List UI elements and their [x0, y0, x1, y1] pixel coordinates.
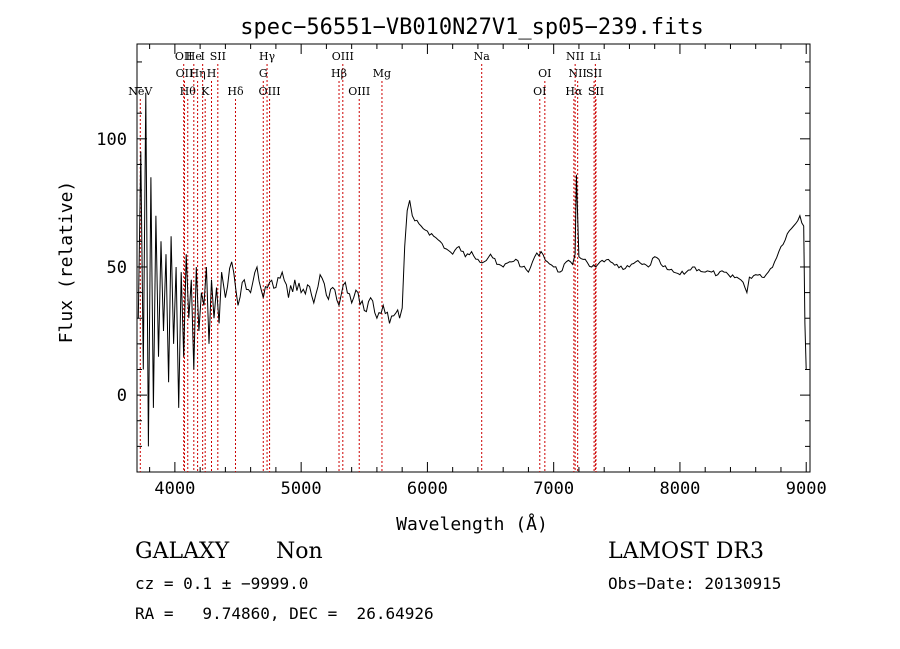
redshift-readout: cz = 0.1 ± −9999.0 — [135, 574, 309, 593]
line-marker-label: He — [186, 50, 202, 63]
line-marker-label: Hα — [565, 85, 583, 98]
object-class: GALAXY — [135, 539, 230, 564]
line-marker-label: Hθ — [180, 85, 197, 98]
line-marker-label: Mg — [373, 67, 391, 80]
survey-name: LAMOST DR3 — [608, 539, 764, 564]
line-marker-label: OII — [175, 50, 193, 63]
object-subclass: Non — [276, 539, 323, 564]
line-marker-label: Li — [590, 50, 601, 63]
x-tick-label: 6000 — [407, 479, 448, 499]
line-marker-label: Hβ — [331, 67, 347, 80]
y-tick-label: 100 — [96, 130, 127, 150]
y-tick-label: 0 — [117, 386, 127, 406]
line-marker-label: Hη — [190, 67, 206, 80]
x-tick-label: 7000 — [533, 479, 574, 499]
line-marker-label: Na — [474, 50, 491, 63]
line-marker-label: OI — [533, 85, 546, 98]
emission-line-markers: NeVOIIOIIHθHeHηIKHSIIHδHγGOIIIOIIIHβOIII… — [128, 50, 604, 472]
x-axis-label: Wavelength (Å) — [396, 513, 548, 535]
line-marker-label: OIII — [332, 50, 354, 63]
y-axis-label: Flux (relative) — [56, 181, 77, 344]
chart-title: spec−56551−VB010N27V1_sp05−239.fits — [240, 15, 704, 40]
line-marker-label: Hδ — [227, 85, 244, 98]
line-marker-label: OII — [176, 67, 194, 80]
line-marker-label: OIII — [348, 85, 370, 98]
line-marker-label: OIII — [259, 85, 281, 98]
line-marker-label: NII — [569, 67, 587, 80]
axis-ticks: 4000 5000 6000 7000 8000 9000 0 50 100 — [96, 44, 827, 499]
line-marker-label: NeV — [128, 85, 153, 98]
x-tick-label: 8000 — [659, 479, 700, 499]
line-marker-label: H — [207, 67, 217, 80]
x-tick-label: 5000 — [281, 479, 322, 499]
line-marker-label: K — [201, 85, 210, 98]
x-tick-label: 4000 — [154, 479, 195, 499]
line-marker-label: Hγ — [259, 50, 276, 63]
line-marker-label: NII — [566, 50, 584, 63]
line-marker-label: G — [259, 67, 268, 80]
line-marker-label: SII — [588, 85, 604, 98]
line-marker-label: I — [200, 50, 204, 63]
line-marker-label: OI — [538, 67, 551, 80]
coordinates: RA = 9.74860, DEC = 26.64926 — [135, 604, 434, 623]
spectrum-line — [137, 92, 807, 447]
x-tick-label: 9000 — [786, 479, 827, 499]
line-marker-label: SII — [586, 67, 602, 80]
obs-date: Obs−Date: 20130915 — [608, 574, 782, 593]
y-tick-label: 50 — [107, 258, 127, 278]
plot-frame — [136, 43, 811, 473]
line-marker-label: SII — [210, 50, 226, 63]
